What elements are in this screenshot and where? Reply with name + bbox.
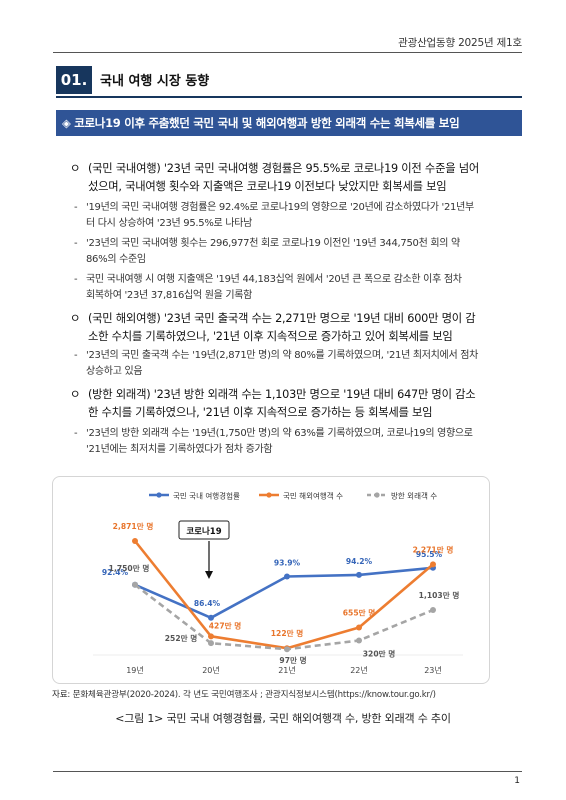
data-label: 655만 명 — [343, 607, 375, 617]
bullet-line: (국민 해외여행) '23년 국민 출국객 수는 2,271만 명으로 '19년… — [88, 312, 476, 325]
x-tick-label: 22년 — [350, 665, 368, 675]
section-underline — [56, 96, 522, 98]
data-point — [356, 624, 362, 631]
sub-item: - '23년의 방한 외래객 수는 '19년(1,750만 명)의 약 63%를… — [74, 426, 494, 458]
sub-marker: - — [74, 238, 78, 249]
annotation-arrow-head — [205, 571, 213, 579]
data-label: 95.5% — [416, 550, 443, 559]
data-label: 1,750만 명 — [109, 563, 150, 573]
legend-label: 방한 외래객 수 — [391, 491, 437, 501]
data-point — [132, 538, 138, 545]
bullet-marker: ㅇ — [70, 312, 81, 325]
data-label: 427만 명 — [209, 620, 241, 630]
data-point — [284, 573, 290, 580]
sub-line: '23년의 국민 출국객 수는 '19년(2,871만 명)의 약 80%를 기… — [86, 350, 479, 361]
bullet-inbound-visitors: ㅇ (방한 외래객) '23년 방한 외래객 수는 1,103만 명으로 '19… — [70, 386, 490, 422]
bullet-line: (국민 국내여행) '23년 국민 국내여행 경험률은 95.5%로 코로나19… — [88, 162, 479, 175]
trend-chart: 국민 국내 여행경험률 국민 해외여행객 수 방한 외래객 수 19년 20년 21년 22… — [52, 476, 490, 684]
data-label: 92.4% — [102, 568, 129, 577]
data-point — [356, 637, 362, 644]
bullet-domestic-travel: ㅇ (국민 국내여행) '23년 국민 국내여행 경험률은 95.5%로 코로나… — [70, 160, 490, 196]
sub-line: 86%의 수준임 — [86, 254, 146, 265]
sub-marker: - — [74, 350, 78, 361]
annotation-box — [178, 520, 230, 540]
data-label: 320만 명 — [363, 649, 395, 659]
bullet-line: 소한 수치를 기록하였으나, '21년 이후 지속적으로 증가하고 있어 회복세… — [88, 330, 453, 343]
data-label: 2,271만 명 — [413, 544, 454, 554]
sub-line: '23년의 방한 외래객 수는 '19년(1,750만 명)의 약 63%를 기… — [86, 428, 473, 439]
sub-marker: - — [74, 274, 78, 285]
header-divider — [53, 52, 522, 53]
data-point — [284, 646, 290, 653]
page-number: 1 — [514, 776, 520, 786]
data-point — [356, 571, 362, 578]
legend-marker — [374, 492, 380, 498]
sub-line: '19년의 국민 국내여행 경험률은 92.4%로 코로나19의 영향으로 '2… — [86, 202, 474, 213]
x-tick-label: 20년 — [202, 665, 220, 675]
data-point — [132, 581, 138, 588]
bullet-marker: ㅇ — [70, 162, 81, 175]
annotation-label: 코로나19 — [186, 526, 221, 537]
data-label: 94.2% — [346, 557, 373, 566]
data-label: 122만 명 — [271, 628, 303, 638]
data-label: 93.9% — [274, 559, 301, 568]
data-point — [208, 640, 214, 647]
sub-marker: - — [74, 428, 78, 439]
data-point — [208, 633, 214, 640]
data-point — [208, 614, 214, 621]
x-tick-label: 21년 — [278, 665, 296, 675]
data-label: 1,103만 명 — [419, 590, 460, 600]
data-point — [430, 561, 436, 568]
data-label: 97만 명 — [279, 655, 306, 665]
data-label: 252만 명 — [165, 633, 197, 643]
sub-item: - 국민 국내여행 시 여행 지출액은 '19년 44,183십억 원에서 '2… — [74, 272, 494, 304]
data-label: 2,871만 명 — [113, 521, 154, 531]
sub-marker: - — [74, 202, 78, 213]
sub-line: 회복하여 '23년 37,816십억 원을 기록함 — [86, 290, 253, 301]
section-number: 01. — [56, 66, 92, 94]
source-note: 자료: 문화체육관광부(2020-2024). 각 년도 국민여행조사 ; 관광… — [52, 690, 436, 700]
sub-line: 터 다시 상승하여 '23년 95.5%로 나타남 — [86, 218, 253, 229]
footer-divider — [53, 771, 522, 772]
publication-header: 관광산업동향 2025년 제1호 — [398, 37, 522, 49]
figure-caption: <그림 1> 국민 국내 여행경험률, 국민 해외여행객 수, 방한 외래객 수… — [115, 712, 451, 725]
bullet-line: 섰으며, 국내여행 횟수와 지출액은 코로나19 이전보다 낮았지만 회복세를 … — [88, 180, 447, 193]
bullet-marker: ㅇ — [70, 388, 81, 401]
sub-line: 상승하고 있음 — [86, 366, 143, 377]
x-tick-label: 19년 — [126, 665, 144, 675]
sub-item: - '23년의 국민 출국객 수는 '19년(2,871만 명)의 약 80%를… — [74, 348, 494, 380]
section-title: 국내 여행 시장 동향 — [100, 74, 210, 89]
legend-label: 국민 국내 여행경험률 — [173, 491, 240, 501]
legend-label: 국민 해외여행객 수 — [283, 491, 343, 501]
sub-item: - '23년의 국민 국내여행 횟수는 296,977천 회로 코로나19 이전… — [74, 236, 494, 268]
bullet-line: (방한 외래객) '23년 방한 외래객 수는 1,103만 명으로 '19년 … — [88, 388, 476, 401]
legend-marker — [156, 492, 162, 498]
data-label: 86.4% — [194, 599, 221, 608]
x-tick-label: 23년 — [424, 665, 442, 675]
bullet-line: 한 수치를 기록하였으나, '21년 이후 지속적으로 증가하는 등 회복세를 … — [88, 406, 433, 419]
trend-chart-svg: 국민 국내 여행경험률 국민 해외여행객 수 방한 외래객 수 19년 20년 21년 22… — [93, 491, 463, 675]
data-point — [430, 606, 436, 613]
bullet-outbound-travel: ㅇ (국민 해외여행) '23년 국민 출국객 수는 2,271만 명으로 '1… — [70, 310, 490, 346]
sub-line: 국민 국내여행 시 여행 지출액은 '19년 44,183십억 원에서 '20년… — [86, 274, 462, 285]
sub-line: '23년의 국민 국내여행 횟수는 296,977천 회로 코로나19 이전인 … — [86, 238, 460, 249]
legend-marker — [266, 492, 272, 498]
sub-line: '21년에는 최저치를 기록하였다가 점차 증가함 — [86, 444, 273, 455]
summary-banner: ◈ 코로나19 이후 주춤했던 국민 국내 및 해외여행과 방한 외래객 수는 … — [56, 110, 522, 136]
sub-item: - '19년의 국민 국내여행 경험률은 92.4%로 코로나19의 영향으로 … — [74, 200, 494, 232]
series-line-0 — [134, 566, 434, 620]
